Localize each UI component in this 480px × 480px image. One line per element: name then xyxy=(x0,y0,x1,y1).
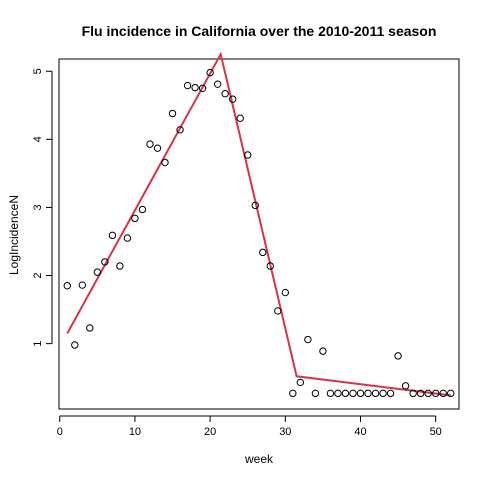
data-point xyxy=(108,231,117,240)
x-tick-label: 50 xyxy=(430,426,442,438)
x-axis: 0 10 20 30 40 50 xyxy=(57,415,442,438)
data-point xyxy=(266,262,274,270)
data-point xyxy=(416,389,425,398)
data-point xyxy=(274,307,282,315)
data-point xyxy=(326,389,335,398)
data-point xyxy=(153,144,162,152)
data-point xyxy=(93,268,102,276)
x-tick-label: 0 xyxy=(57,426,63,438)
fit-line xyxy=(66,51,451,397)
plot-frame xyxy=(58,58,460,410)
data-point xyxy=(183,81,192,90)
data-point xyxy=(191,83,199,92)
data-point xyxy=(259,248,267,257)
data-point xyxy=(356,389,365,398)
data-point xyxy=(168,109,177,118)
data-point xyxy=(296,378,305,387)
data-point xyxy=(281,288,290,297)
data-point xyxy=(349,389,357,398)
data-point xyxy=(236,114,244,122)
data-point xyxy=(71,341,79,349)
data-point xyxy=(251,201,259,210)
y-axis-label: LogIncidenceN xyxy=(7,195,21,275)
data-point xyxy=(78,281,87,289)
data-point xyxy=(228,95,237,103)
data-point xyxy=(146,140,154,148)
data-point xyxy=(221,90,229,98)
data-point xyxy=(289,389,297,398)
y-tick-label: 4 xyxy=(32,136,44,142)
data-points-layer xyxy=(63,68,455,398)
data-point xyxy=(198,84,207,92)
data-point xyxy=(311,389,320,398)
data-point xyxy=(447,389,455,398)
y-tick-label: 2 xyxy=(32,272,44,278)
x-axis-label: week xyxy=(244,452,274,466)
data-point xyxy=(176,126,184,134)
x-tick-label: 20 xyxy=(204,426,216,438)
y-tick-label: 5 xyxy=(32,68,44,74)
data-point xyxy=(379,389,387,398)
data-point xyxy=(319,347,327,355)
data-point xyxy=(364,389,372,398)
data-point xyxy=(371,389,380,398)
data-point xyxy=(334,389,342,398)
y-tick-label: 3 xyxy=(32,204,44,210)
y-axis: 1 2 3 4 5 xyxy=(32,68,53,347)
data-point xyxy=(138,205,147,214)
data-point xyxy=(244,151,252,159)
data-point xyxy=(424,389,432,398)
x-tick-label: 40 xyxy=(354,426,366,438)
fit-line-layer xyxy=(66,51,451,397)
data-point xyxy=(63,282,71,290)
data-point xyxy=(409,389,417,398)
data-point xyxy=(161,158,169,167)
data-point xyxy=(206,68,214,77)
y-tick-label: 1 xyxy=(32,341,44,347)
x-tick-label: 30 xyxy=(279,426,291,438)
data-point xyxy=(401,382,410,390)
data-point xyxy=(101,258,109,266)
chart-title: Flu incidence in California over the 201… xyxy=(82,23,437,39)
data-point xyxy=(341,389,350,398)
data-point xyxy=(304,335,312,344)
data-point xyxy=(131,214,139,223)
data-point xyxy=(86,324,94,332)
data-point xyxy=(386,389,395,398)
data-point xyxy=(116,262,124,270)
data-point xyxy=(123,234,132,242)
x-tick-label: 10 xyxy=(129,426,141,438)
data-point xyxy=(439,389,447,398)
data-point xyxy=(431,389,440,398)
data-point xyxy=(213,80,222,88)
data-point xyxy=(394,352,402,360)
